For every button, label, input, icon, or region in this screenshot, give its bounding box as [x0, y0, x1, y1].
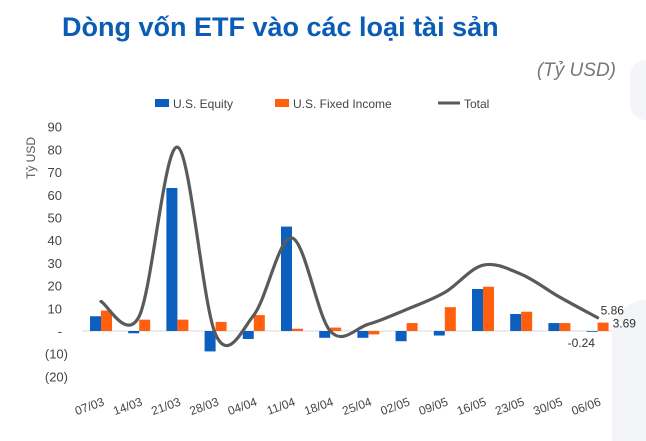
- bar-us-fixed-income: [253, 315, 265, 331]
- bar-us-fixed-income: [483, 286, 494, 331]
- bar-us-fixed-income: [597, 322, 609, 331]
- bar-us-equity: [510, 313, 522, 331]
- y-tick-label: 60: [48, 188, 62, 203]
- bar-us-equity: [242, 331, 254, 339]
- bar-us-equity: [472, 289, 483, 331]
- bar-us-equity: [548, 323, 560, 331]
- y-tick-label: 40: [48, 233, 62, 248]
- data-label-fixed-income: 3.69: [613, 317, 637, 331]
- x-tick-label: 14/03: [111, 395, 144, 419]
- x-tick-label: 23/05: [493, 395, 526, 419]
- bar-us-fixed-income: [177, 319, 189, 331]
- x-tick-label: 06/06: [570, 395, 603, 419]
- bar-us-equity: [128, 331, 140, 334]
- bar-us-fixed-income: [559, 323, 571, 331]
- bar-us-fixed-income: [444, 307, 456, 331]
- bar-us-equity: [90, 316, 101, 331]
- x-tick-label: 11/04: [265, 395, 297, 418]
- x-tick-label: 04/04: [226, 395, 259, 419]
- bar-us-fixed-income: [101, 310, 112, 331]
- y-tick-label: (20): [45, 369, 68, 384]
- x-tick-label: 02/05: [379, 395, 412, 419]
- legend-label: U.S. Equity: [173, 97, 233, 111]
- legend-swatch-1: [275, 99, 289, 107]
- x-tick-label: 18/04: [302, 395, 335, 419]
- data-label-equity: -0.24: [568, 336, 596, 350]
- total-line: [99, 145, 600, 348]
- y-tick-label: 20: [48, 279, 62, 294]
- x-tick-label: 30/05: [531, 395, 564, 419]
- bar-us-equity: [319, 331, 331, 338]
- y-tick-label: 50: [48, 211, 62, 226]
- page-title: Dòng vốn ETF vào các loại tài sản: [62, 12, 499, 42]
- x-tick-label: 21/03: [149, 395, 182, 419]
- x-tick-label: 09/05: [417, 395, 450, 419]
- bar-us-equity: [281, 226, 292, 331]
- bar-us-equity: [166, 187, 178, 331]
- bar-us-fixed-income: [139, 319, 151, 331]
- legend-swatch-0: [155, 99, 169, 107]
- bar-us-fixed-income: [330, 327, 342, 331]
- background-decoration: [630, 60, 646, 120]
- y-tick-label: 30: [48, 256, 62, 271]
- y-tick-label: 70: [48, 165, 62, 180]
- bar-us-fixed-income: [406, 323, 418, 331]
- legend-label: U.S. Fixed Income: [293, 97, 392, 111]
- bar-us-equity: [586, 331, 598, 332]
- y-tick-label: (10): [45, 347, 68, 362]
- y-axis-label: Tỷ USD: [24, 137, 38, 179]
- x-tick-label: 07/03: [73, 395, 106, 419]
- y-tick-label: 80: [48, 142, 62, 157]
- bar-us-fixed-income: [368, 331, 380, 335]
- background-decoration: [612, 300, 646, 441]
- x-tick-label: 28/03: [188, 395, 221, 419]
- bar-us-equity: [433, 331, 445, 336]
- x-tick-label: 25/04: [340, 395, 373, 419]
- bar-us-equity: [204, 331, 216, 352]
- y-tick-label: -: [58, 324, 62, 339]
- bar-us-fixed-income: [215, 321, 227, 331]
- unit-label: (Tỷ USD): [536, 60, 616, 81]
- y-tick-label: 10: [48, 301, 62, 316]
- bar-us-fixed-income: [292, 328, 303, 331]
- bar-us-equity: [357, 331, 369, 338]
- bar-us-fixed-income: [521, 311, 533, 331]
- y-tick-label: 90: [48, 120, 62, 135]
- x-tick-label: 16/05: [455, 395, 488, 419]
- data-label-total: 5.86: [601, 304, 625, 318]
- bar-us-equity: [395, 331, 407, 342]
- legend-label: Total: [464, 97, 489, 111]
